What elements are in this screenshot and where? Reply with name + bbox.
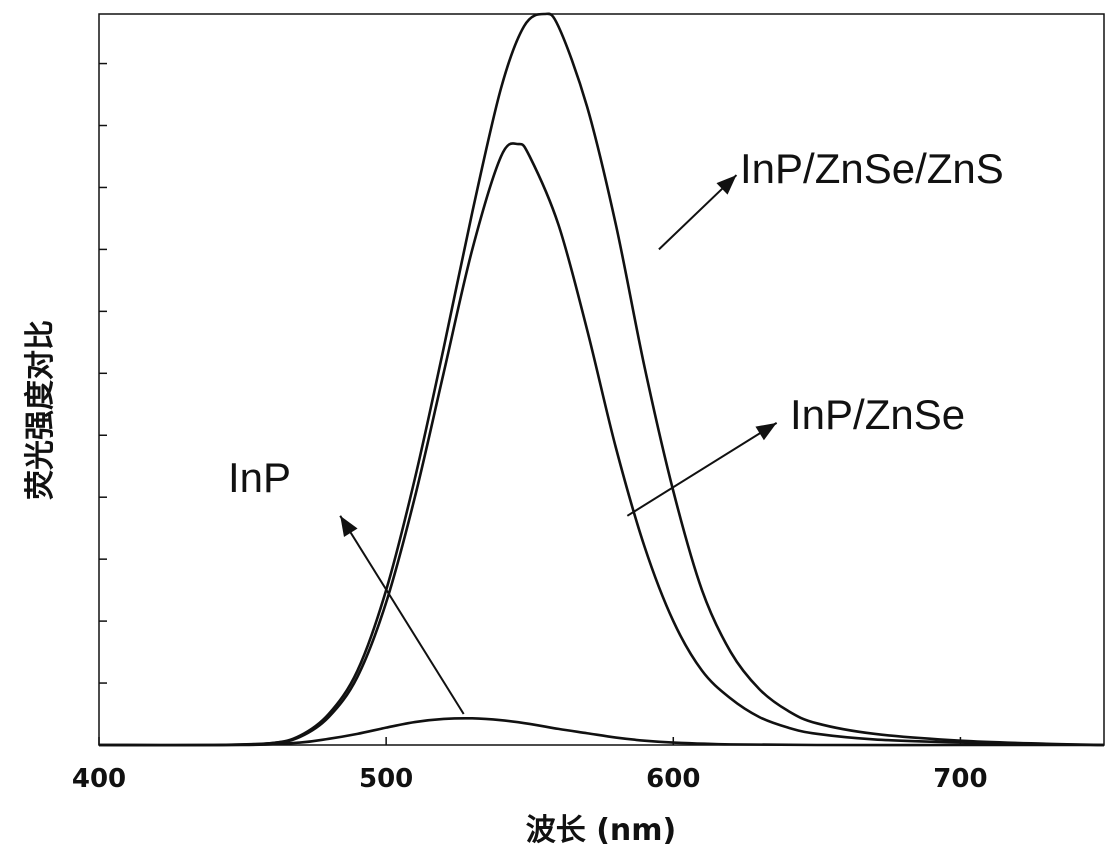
x-axis-ticks: 400 500 600 700 [72,737,988,794]
series-line-inp [98,716,1104,747]
x-axis-label: 波长 (nm) [526,813,676,848]
y-axis-ticks [99,62,107,684]
y-axis-label: 荧光强度对比 [23,320,58,500]
arrow-head-inp-znse-zns [716,175,737,195]
arrow-head-inp-znse [755,422,777,441]
arrow-line-inp [339,515,465,715]
annotation-label-inp: InP [228,454,291,501]
x-tick-label-500: 500 [359,764,413,794]
series-line-inp-znse [98,142,1105,747]
x-tick-label-700: 700 [933,764,987,794]
series-line-inp-znse-zns [98,12,1105,747]
annotation-layer: InP/ZnSe/ZnS InP/ZnSe InP [228,145,1004,715]
x-tick-label-600: 600 [646,764,700,794]
x-tick-label-400: 400 [72,764,126,794]
arrow-head-inp [340,515,358,537]
annotation-label-inp-znse-zns: InP/ZnSe/ZnS [740,145,1004,192]
plot-frame [98,13,1105,746]
arrow-line-inp-znse [626,422,778,517]
annotation-label-inp-znse: InP/ZnSe [790,391,965,438]
series-layer [98,12,1105,747]
